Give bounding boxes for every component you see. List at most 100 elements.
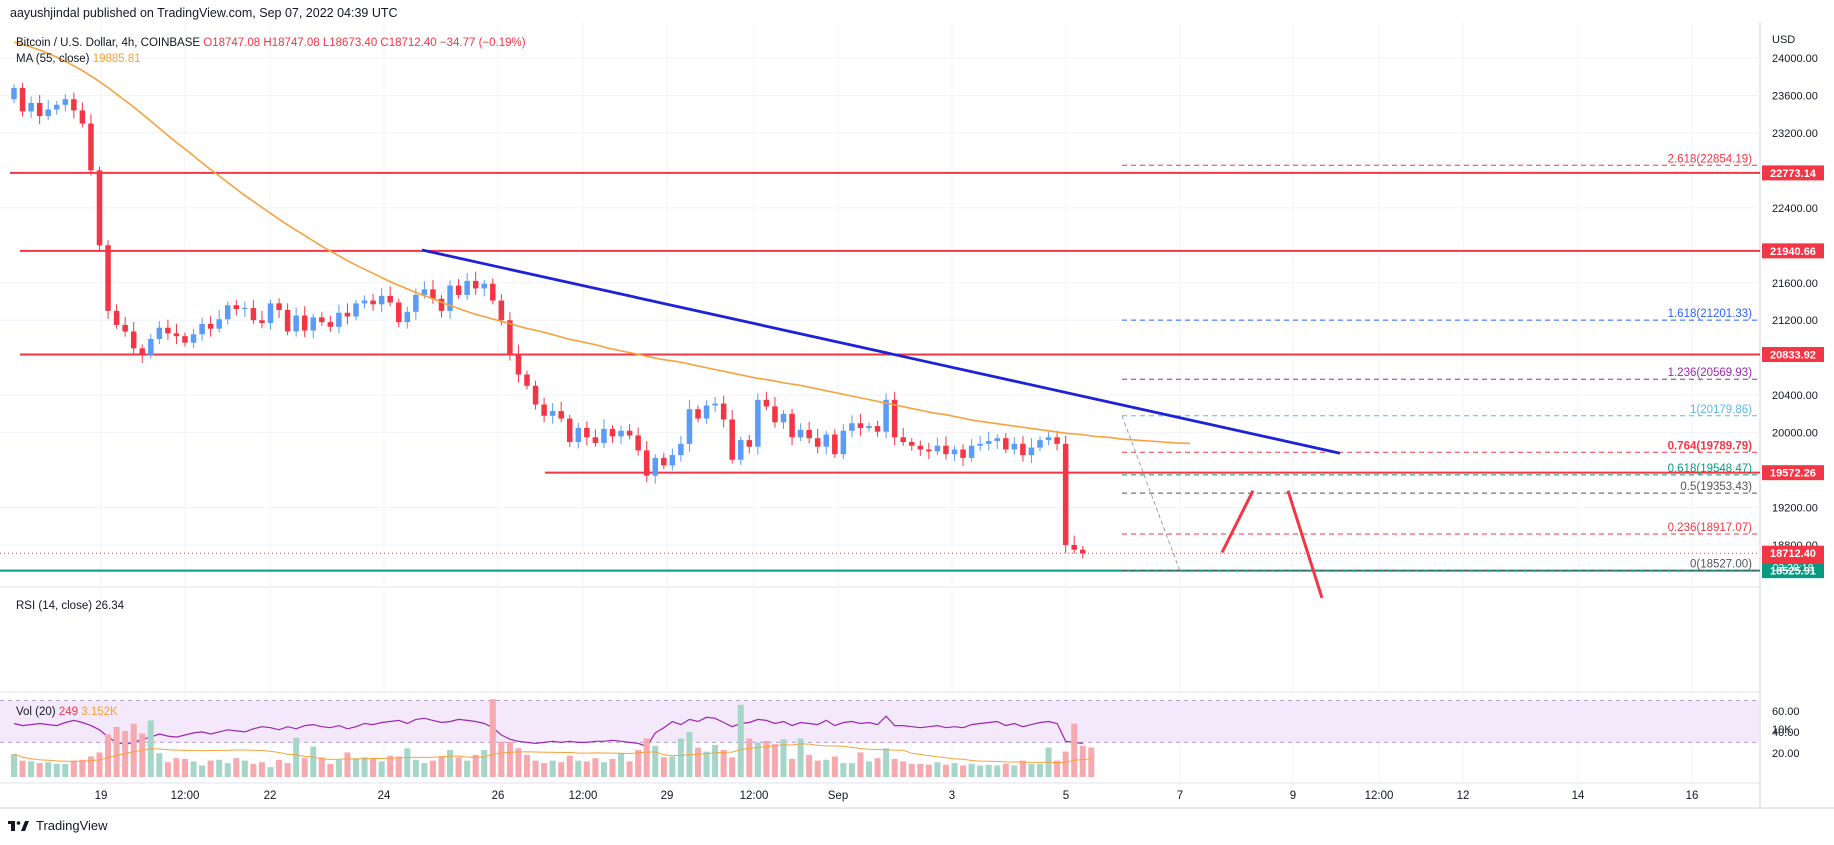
volume-bar xyxy=(79,759,86,777)
volume-bar xyxy=(566,755,573,777)
price-tick-label: 21600.00 xyxy=(1772,278,1818,290)
volume-bar xyxy=(276,759,283,777)
price-tag xyxy=(1762,243,1824,259)
volume-bar xyxy=(498,741,505,777)
candle-body xyxy=(387,295,393,303)
candle-body xyxy=(1062,443,1069,545)
volume-bar xyxy=(1019,760,1026,777)
volume-bar xyxy=(130,723,137,777)
time-tick-label: 5 xyxy=(1063,790,1069,802)
volume-bar xyxy=(1037,763,1043,777)
fib-level-label: 2.618(22854.19) xyxy=(1668,153,1753,165)
candle-body xyxy=(994,438,1000,442)
time-tick-label: 12:00 xyxy=(1365,790,1394,802)
candle-body xyxy=(866,426,872,428)
time-tick-label: 7 xyxy=(1177,790,1183,802)
rsi-tick-label: 20.00 xyxy=(1772,748,1800,760)
fib-level-label: 0.5(19353.43) xyxy=(1680,481,1752,493)
price-tag-label: 19572.26 xyxy=(1770,468,1816,480)
volume-bar xyxy=(677,738,684,777)
candle-body xyxy=(558,411,564,419)
volume-bar xyxy=(1028,763,1035,777)
volume-bar xyxy=(763,740,770,777)
price-tick-label: 19200.00 xyxy=(1772,503,1818,515)
time-tick-label: 24 xyxy=(378,790,391,802)
volume-bar xyxy=(447,749,454,777)
candle-body xyxy=(156,327,163,339)
volume-bar xyxy=(866,761,872,777)
candle-body xyxy=(609,428,616,437)
candle-body xyxy=(729,419,735,460)
volume-bar xyxy=(472,754,479,777)
volume-bar xyxy=(703,751,710,777)
candle-body xyxy=(71,99,77,111)
volume-bar xyxy=(412,759,419,777)
candle-body xyxy=(584,427,590,438)
candle-body xyxy=(874,426,881,432)
moving-average-line xyxy=(13,41,1191,445)
footer-brand: TradingView xyxy=(36,818,108,833)
candle-body xyxy=(626,430,633,436)
volume-bar xyxy=(293,737,300,777)
volume-bar xyxy=(438,756,445,777)
volume-bar xyxy=(942,764,949,777)
volume-bar xyxy=(823,759,830,777)
candle-body xyxy=(130,331,137,349)
candle-body xyxy=(549,411,556,416)
price-tag-label: 20833.92 xyxy=(1770,350,1816,362)
candle-body xyxy=(643,450,650,476)
candle-body xyxy=(310,317,316,331)
projection-up-stroke xyxy=(1220,490,1255,554)
time-tick-label: Sep xyxy=(828,790,848,802)
candle-body xyxy=(199,323,205,335)
candle-body xyxy=(772,406,778,423)
volume-bar xyxy=(618,753,625,777)
candle-body xyxy=(447,285,453,311)
candle-body xyxy=(891,399,898,438)
candle-body xyxy=(960,449,966,458)
fib-level-label: 1(20179.86) xyxy=(1690,404,1752,416)
candle-body xyxy=(472,280,479,289)
candle-body xyxy=(849,423,855,431)
candle-body xyxy=(635,435,641,451)
volume-bar xyxy=(789,758,796,777)
time-tick-label: 29 xyxy=(661,790,674,802)
time-tick-label: 22 xyxy=(264,790,277,802)
fib-level-label: 0.618(19548.47) xyxy=(1668,463,1753,475)
volume-bar xyxy=(883,748,890,777)
currency-label: USD xyxy=(1772,34,1795,46)
volume-bar xyxy=(258,762,265,777)
candle-body xyxy=(396,302,402,323)
projection-down-stroke xyxy=(1286,490,1324,599)
bearish-trendline xyxy=(421,248,1341,455)
tradingview-footer[interactable]: TradingView xyxy=(8,818,108,833)
volume-bar xyxy=(190,761,197,777)
candle-body xyxy=(88,123,94,171)
volume-bar xyxy=(994,765,1001,777)
candle-body xyxy=(319,317,325,323)
candle-body xyxy=(1054,437,1060,444)
volume-bar xyxy=(301,758,308,777)
volume-bar xyxy=(669,756,676,777)
volume-bar xyxy=(908,763,915,777)
time-tick-label: 26 xyxy=(492,790,505,802)
volume-bar xyxy=(1054,760,1061,777)
candle-body xyxy=(541,404,547,416)
volume-bar xyxy=(421,763,428,777)
candle-body xyxy=(703,405,710,419)
volume-bar xyxy=(720,749,727,777)
price-tick-label: 21200.00 xyxy=(1772,315,1818,327)
candle-body xyxy=(823,434,829,447)
price-tick-label: 20400.00 xyxy=(1772,390,1818,402)
time-tick-label: 12:00 xyxy=(740,790,769,802)
candle-body xyxy=(1020,443,1026,456)
candle-body xyxy=(1011,443,1018,450)
candle-body xyxy=(45,109,51,117)
ma-legend: MA (55, close) 19885.81 xyxy=(16,53,141,65)
candle-body xyxy=(712,403,718,406)
candle-body xyxy=(190,334,197,343)
candle-body xyxy=(498,300,505,321)
candle-body xyxy=(515,353,522,375)
candle-body xyxy=(934,445,941,452)
